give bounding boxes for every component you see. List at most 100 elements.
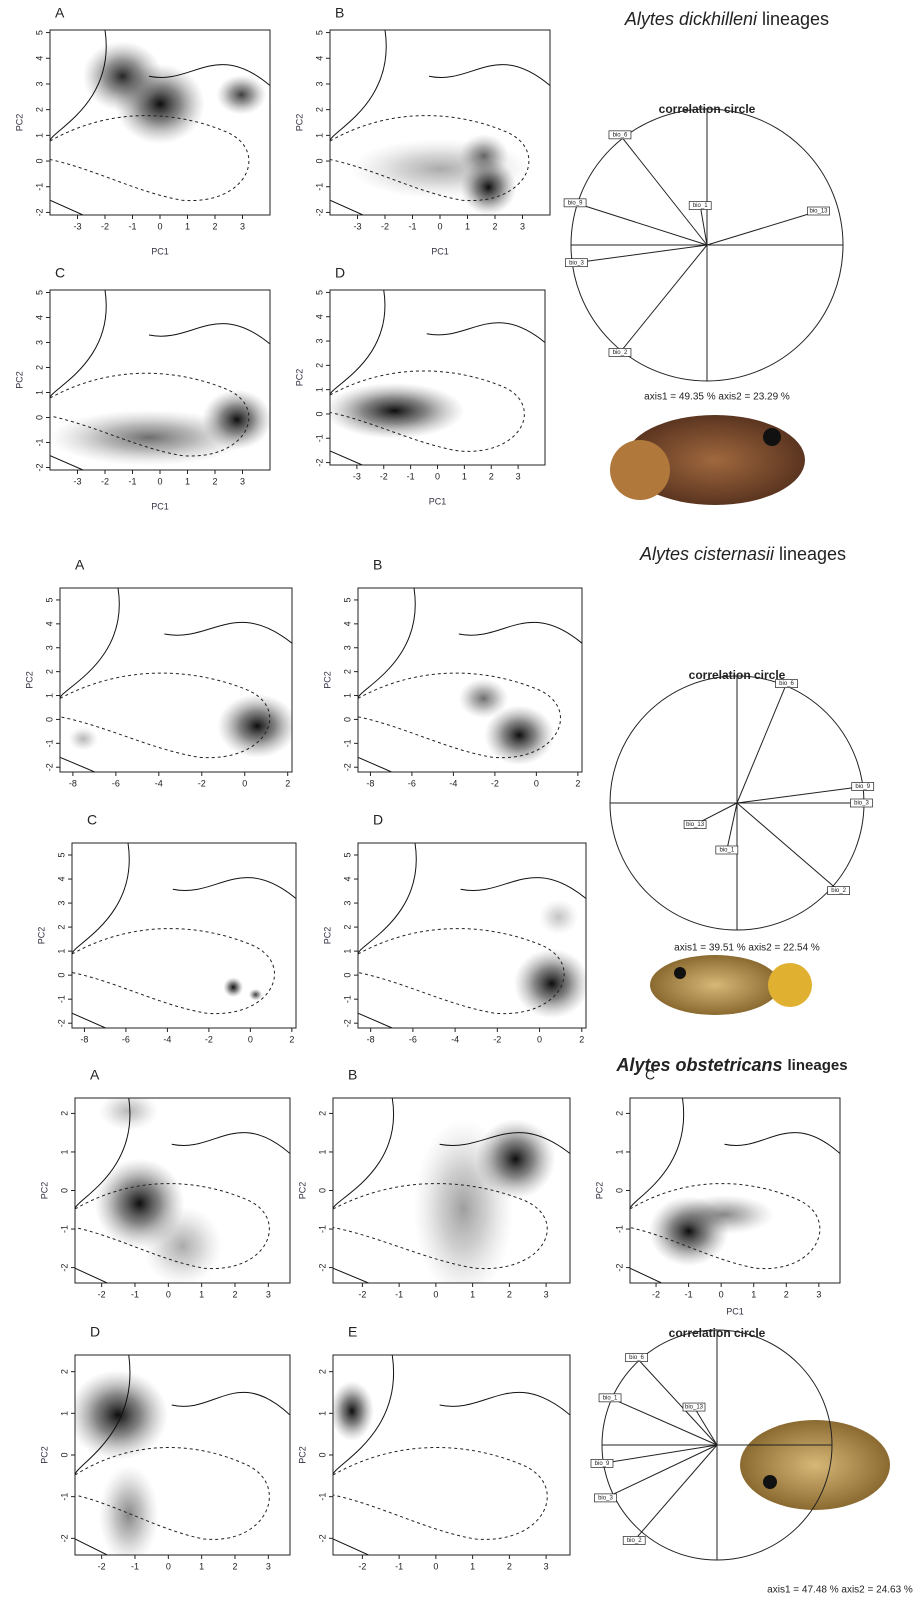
x-tick-label: 2: [784, 1289, 789, 1299]
y-axis-label: PC2: [297, 1446, 307, 1464]
title-suffix: lineages: [762, 9, 829, 29]
y-tick-label: 5: [342, 853, 352, 858]
y-tick-label: 1: [614, 1149, 624, 1154]
x-tick-label: 1: [199, 1289, 204, 1299]
x-tick-label: 3: [544, 1561, 549, 1571]
variable-arrow: [634, 1445, 717, 1540]
y-tick-label: 1: [34, 133, 44, 138]
y-tick-label: 0: [317, 1452, 327, 1457]
y-tick-label: -1: [314, 434, 324, 442]
niche-panel: -2-10123-2-1012DPC2: [39, 1324, 290, 1572]
variable-label: bio_3: [854, 801, 869, 807]
y-tick-label: 2: [342, 925, 352, 930]
lineage-contour: [333, 1448, 547, 1540]
y-tick-label: 4: [342, 877, 352, 882]
panel-letter: A: [90, 1067, 100, 1083]
plot-frame: [330, 290, 545, 465]
density: [75, 1091, 290, 1286]
x-tick-label: 2: [289, 1034, 294, 1044]
x-tick-label: -4: [163, 1034, 171, 1044]
x-tick-label: 1: [199, 1561, 204, 1571]
variable-label: bio_1: [693, 203, 708, 209]
x-tick-label: 2: [232, 1561, 237, 1571]
env-contour: [330, 290, 545, 465]
variable-arrow: [575, 203, 707, 245]
x-tick-label: 3: [816, 1289, 821, 1299]
y-tick-label: 3: [34, 81, 44, 86]
circle-title: correlation circle: [659, 102, 756, 116]
x-tick-label: -8: [367, 1034, 375, 1044]
x-tick-label: 1: [751, 1289, 756, 1299]
y-tick-label: -2: [34, 208, 44, 216]
x-tick-label: -4: [449, 778, 457, 788]
variable-arrow: [605, 1445, 717, 1498]
panel-letter: C: [55, 265, 65, 281]
y-tick-label: 0: [34, 159, 44, 164]
y-axis-label: PC2: [36, 927, 46, 945]
panel-letter: D: [90, 1324, 100, 1340]
y-tick-label: -1: [342, 995, 352, 1003]
y-tick-label: 3: [44, 645, 54, 650]
y-tick-label: 4: [34, 56, 44, 61]
variable-arrow: [727, 803, 737, 850]
y-tick-label: 4: [44, 621, 54, 626]
x-tick-label: 0: [719, 1289, 724, 1299]
x-tick-label: 0: [437, 221, 442, 231]
x-tick-label: 0: [166, 1561, 171, 1571]
title-suffix: lineages: [788, 1057, 848, 1074]
x-tick-label: -6: [112, 778, 120, 788]
density: [358, 843, 590, 1028]
panel-letter: A: [55, 5, 65, 21]
y-tick-label: 5: [314, 290, 324, 295]
x-tick-label: -6: [408, 778, 416, 788]
panel-letter: B: [335, 5, 344, 21]
species-name: Alytes dickhilleni: [624, 9, 758, 29]
y-tick-label: 3: [314, 81, 324, 86]
y-axis-label: PC2: [294, 114, 304, 132]
y-tick-label: 4: [56, 877, 66, 882]
x-tick-label: -3: [353, 471, 361, 481]
y-tick-label: 2: [314, 363, 324, 368]
variable-label: bio_6: [629, 1355, 644, 1361]
niche-panel: -8-6-4-202-2-1012345CPC2: [36, 812, 296, 1045]
y-tick-label: 2: [59, 1111, 69, 1116]
section-title: Alytes dickhilleni lineages: [624, 9, 829, 29]
x-tick-label: 0: [248, 1034, 253, 1044]
density-blob: [217, 694, 297, 758]
variable-label: bio_2: [627, 1538, 642, 1544]
panel-letter: B: [373, 557, 382, 573]
density-blob: [249, 989, 263, 1001]
variable-arrow: [700, 206, 707, 245]
variable-arrow: [707, 211, 819, 245]
y-axis-label: PC2: [39, 1182, 49, 1200]
y-tick-label: 2: [34, 107, 44, 112]
x-tick-label: 0: [157, 476, 162, 486]
niche-panel: -2-10123-2-1012BPC2: [297, 1067, 570, 1300]
x-tick-label: -4: [155, 778, 163, 788]
density-blob: [539, 899, 579, 935]
density: [60, 588, 297, 772]
x-tick-label: -2: [101, 221, 109, 231]
x-tick-label: 2: [507, 1561, 512, 1571]
variable-arrow: [737, 786, 863, 803]
y-tick-label: 2: [342, 669, 352, 674]
axis-inertia: axis1 = 47.48 % axis2 = 24.63 %: [767, 1585, 913, 1596]
x-tick-label: -8: [80, 1034, 88, 1044]
y-tick-label: -1: [614, 1225, 624, 1233]
y-tick-label: 0: [314, 411, 324, 416]
density-blob: [675, 1195, 775, 1235]
x-axis-label: PC1: [151, 501, 169, 511]
y-axis-label: PC2: [297, 1182, 307, 1200]
x-tick-label: -2: [198, 778, 206, 788]
y-tick-label: 2: [34, 365, 44, 370]
variable-arrow: [737, 803, 839, 891]
x-tick-label: 0: [157, 221, 162, 231]
y-tick-label: 2: [59, 1369, 69, 1374]
y-tick-label: 1: [317, 1411, 327, 1416]
panel-letter: C: [87, 812, 97, 828]
density: [330, 1355, 570, 1555]
x-tick-label: -1: [407, 471, 415, 481]
y-tick-label: 3: [34, 340, 44, 345]
x-axis-label: PC1: [726, 1306, 744, 1316]
